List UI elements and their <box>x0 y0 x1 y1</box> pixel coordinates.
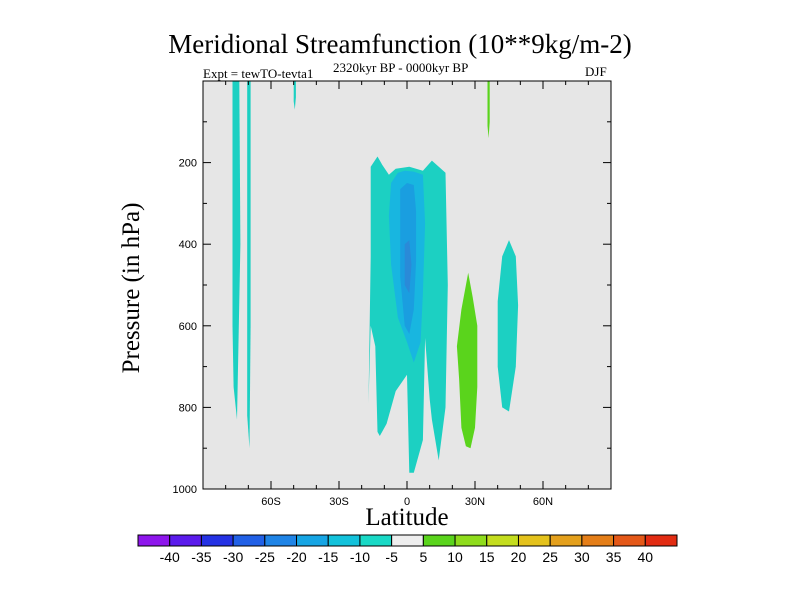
colorbar-swatch <box>486 534 519 547</box>
contour-region-nh-midlat-cell <box>497 240 519 412</box>
contour-region-nh-positive-cell <box>456 272 478 449</box>
axis-ticks: 60S 30S 0 30N 60N 200 400 600 800 1000 <box>173 81 612 508</box>
x-tick-label: 60N <box>533 496 553 508</box>
x-tick-label: 0 <box>404 496 410 508</box>
colorbar: -40 -35 -30 -25 -20 -15 -10 -5 5 10 15 20 25 30 35 40 <box>137 534 678 565</box>
contour-regions <box>232 81 519 473</box>
chart-title: Meridional Streamfunction (10**9kg/m-2) <box>168 29 632 59</box>
time-period-label: 2320kyr BP - 0000kyr BP <box>333 60 469 75</box>
colorbar-swatch <box>644 534 678 547</box>
experiment-label: Expt = tewTO-tevta1 <box>203 66 314 81</box>
y-tick-label: 1000 <box>173 484 197 496</box>
colorbar-swatch <box>359 534 393 547</box>
colorbar-label: -35 <box>191 549 211 565</box>
y-tick-label: 200 <box>179 158 197 170</box>
contour-region-nh-upper-filament <box>487 81 490 139</box>
contour-region-tropical-innermost <box>404 240 412 294</box>
colorbar-swatch <box>454 534 488 547</box>
x-axis-label: Latitude <box>365 504 449 531</box>
season-label: DJF <box>585 64 607 79</box>
colorbar-swatch <box>613 534 646 547</box>
colorbar-swatch <box>169 534 202 547</box>
colorbar-label: 15 <box>479 549 495 565</box>
colorbar-label: -40 <box>160 549 180 565</box>
colorbar-label: -10 <box>350 549 370 565</box>
colorbar-swatch <box>232 534 266 547</box>
x-tick-label: 30S <box>329 496 349 508</box>
colorbar-label: -5 <box>385 549 398 565</box>
colorbar-label: -20 <box>286 549 306 565</box>
colorbar-swatch <box>549 534 583 547</box>
colorbar-swatch <box>422 534 456 547</box>
x-tick-label: 60S <box>261 496 281 508</box>
colorbar-label: 35 <box>606 549 622 565</box>
colorbar-swatch <box>137 534 171 547</box>
colorbar-label: 40 <box>638 549 654 565</box>
colorbar-label: -15 <box>318 549 338 565</box>
colorbar-label: -25 <box>255 549 275 565</box>
y-tick-label: 800 <box>179 402 197 414</box>
colorbar-label: 5 <box>419 549 427 565</box>
contour-region-sh-upper-filament <box>293 81 296 110</box>
colorbar-swatch <box>517 534 551 547</box>
colorbar-swatch <box>327 534 361 547</box>
colorbar-swatch <box>264 534 298 547</box>
colorbar-swatch <box>200 534 234 547</box>
colorbar-label: 10 <box>447 549 463 565</box>
colorbar-label: 25 <box>542 549 558 565</box>
colorbar-label: 20 <box>511 549 527 565</box>
y-tick-label: 400 <box>179 239 197 251</box>
colorbar-swatch <box>391 534 424 547</box>
colorbar-swatch <box>581 534 615 547</box>
y-tick-label: 600 <box>179 321 197 333</box>
contour-region-sh-polar-column-b <box>247 81 251 449</box>
contour-region-sh-polar-column-a <box>232 81 241 420</box>
colorbar-label: -30 <box>223 549 243 565</box>
colorbar-swatch <box>296 534 329 547</box>
x-tick-label: 30N <box>465 496 485 508</box>
colorbar-label: 30 <box>574 549 590 565</box>
